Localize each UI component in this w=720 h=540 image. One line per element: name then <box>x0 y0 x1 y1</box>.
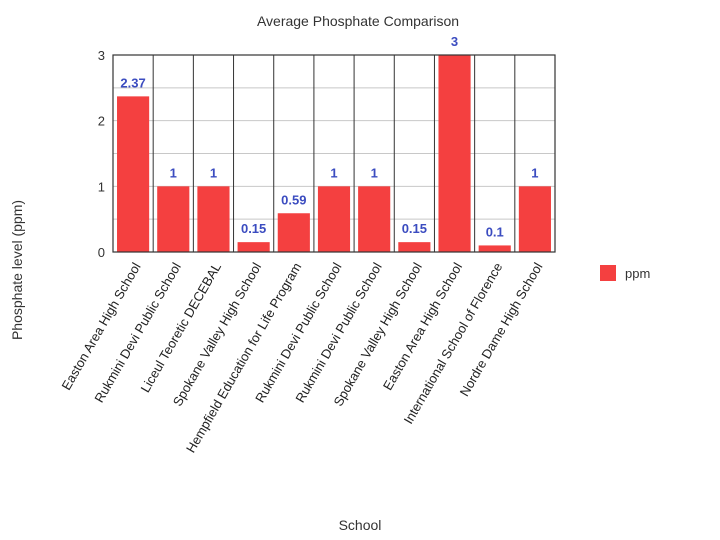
bar <box>438 55 471 252</box>
y-tick-label: 0 <box>98 245 105 260</box>
category-label: Easton Area High School <box>58 260 143 393</box>
bar <box>237 242 270 252</box>
chart-title: Average Phosphate Comparison <box>257 13 459 29</box>
y-tick-labels: 0 1 2 3 <box>98 48 105 260</box>
bar <box>358 186 391 252</box>
bar <box>398 242 431 252</box>
data-label: 0.15 <box>241 221 266 236</box>
category-label: Easton Area High School <box>380 260 465 393</box>
legend-swatch <box>600 265 616 281</box>
bar <box>478 245 511 252</box>
bar <box>157 186 190 252</box>
data-label: 2.37 <box>120 75 145 90</box>
data-label: 1 <box>170 165 177 180</box>
bar <box>518 186 551 252</box>
x-axis-label: School <box>339 517 382 533</box>
legend: ppm <box>600 265 650 281</box>
data-label: 1 <box>210 165 217 180</box>
data-labels: 2.37 1 1 0.15 0.59 1 1 0.15 3 0.1 1 <box>120 34 538 239</box>
legend-label: ppm <box>625 266 650 281</box>
data-label: 1 <box>371 165 378 180</box>
data-label: 1 <box>531 165 538 180</box>
data-label: 1 <box>330 165 337 180</box>
plot-frame <box>112 54 556 253</box>
bar <box>117 96 150 253</box>
bars <box>117 55 551 253</box>
category-label: Liceul Teoretic DECEBAL <box>137 260 224 395</box>
data-label: 0.15 <box>402 221 427 236</box>
data-label: 0.59 <box>281 192 306 207</box>
y-tick-label: 3 <box>98 48 105 63</box>
data-label: 0.1 <box>486 224 504 239</box>
y-tick-label: 2 <box>98 114 105 129</box>
bar <box>197 186 230 252</box>
bar <box>277 213 310 252</box>
bar <box>317 186 351 252</box>
plot-border <box>112 54 556 253</box>
y-tick-label: 1 <box>98 179 105 194</box>
category-label: Nordre Dame High School <box>457 260 546 399</box>
data-label: 3 <box>451 34 458 49</box>
y-axis-label: Phosphate level (ppm) <box>9 200 25 340</box>
